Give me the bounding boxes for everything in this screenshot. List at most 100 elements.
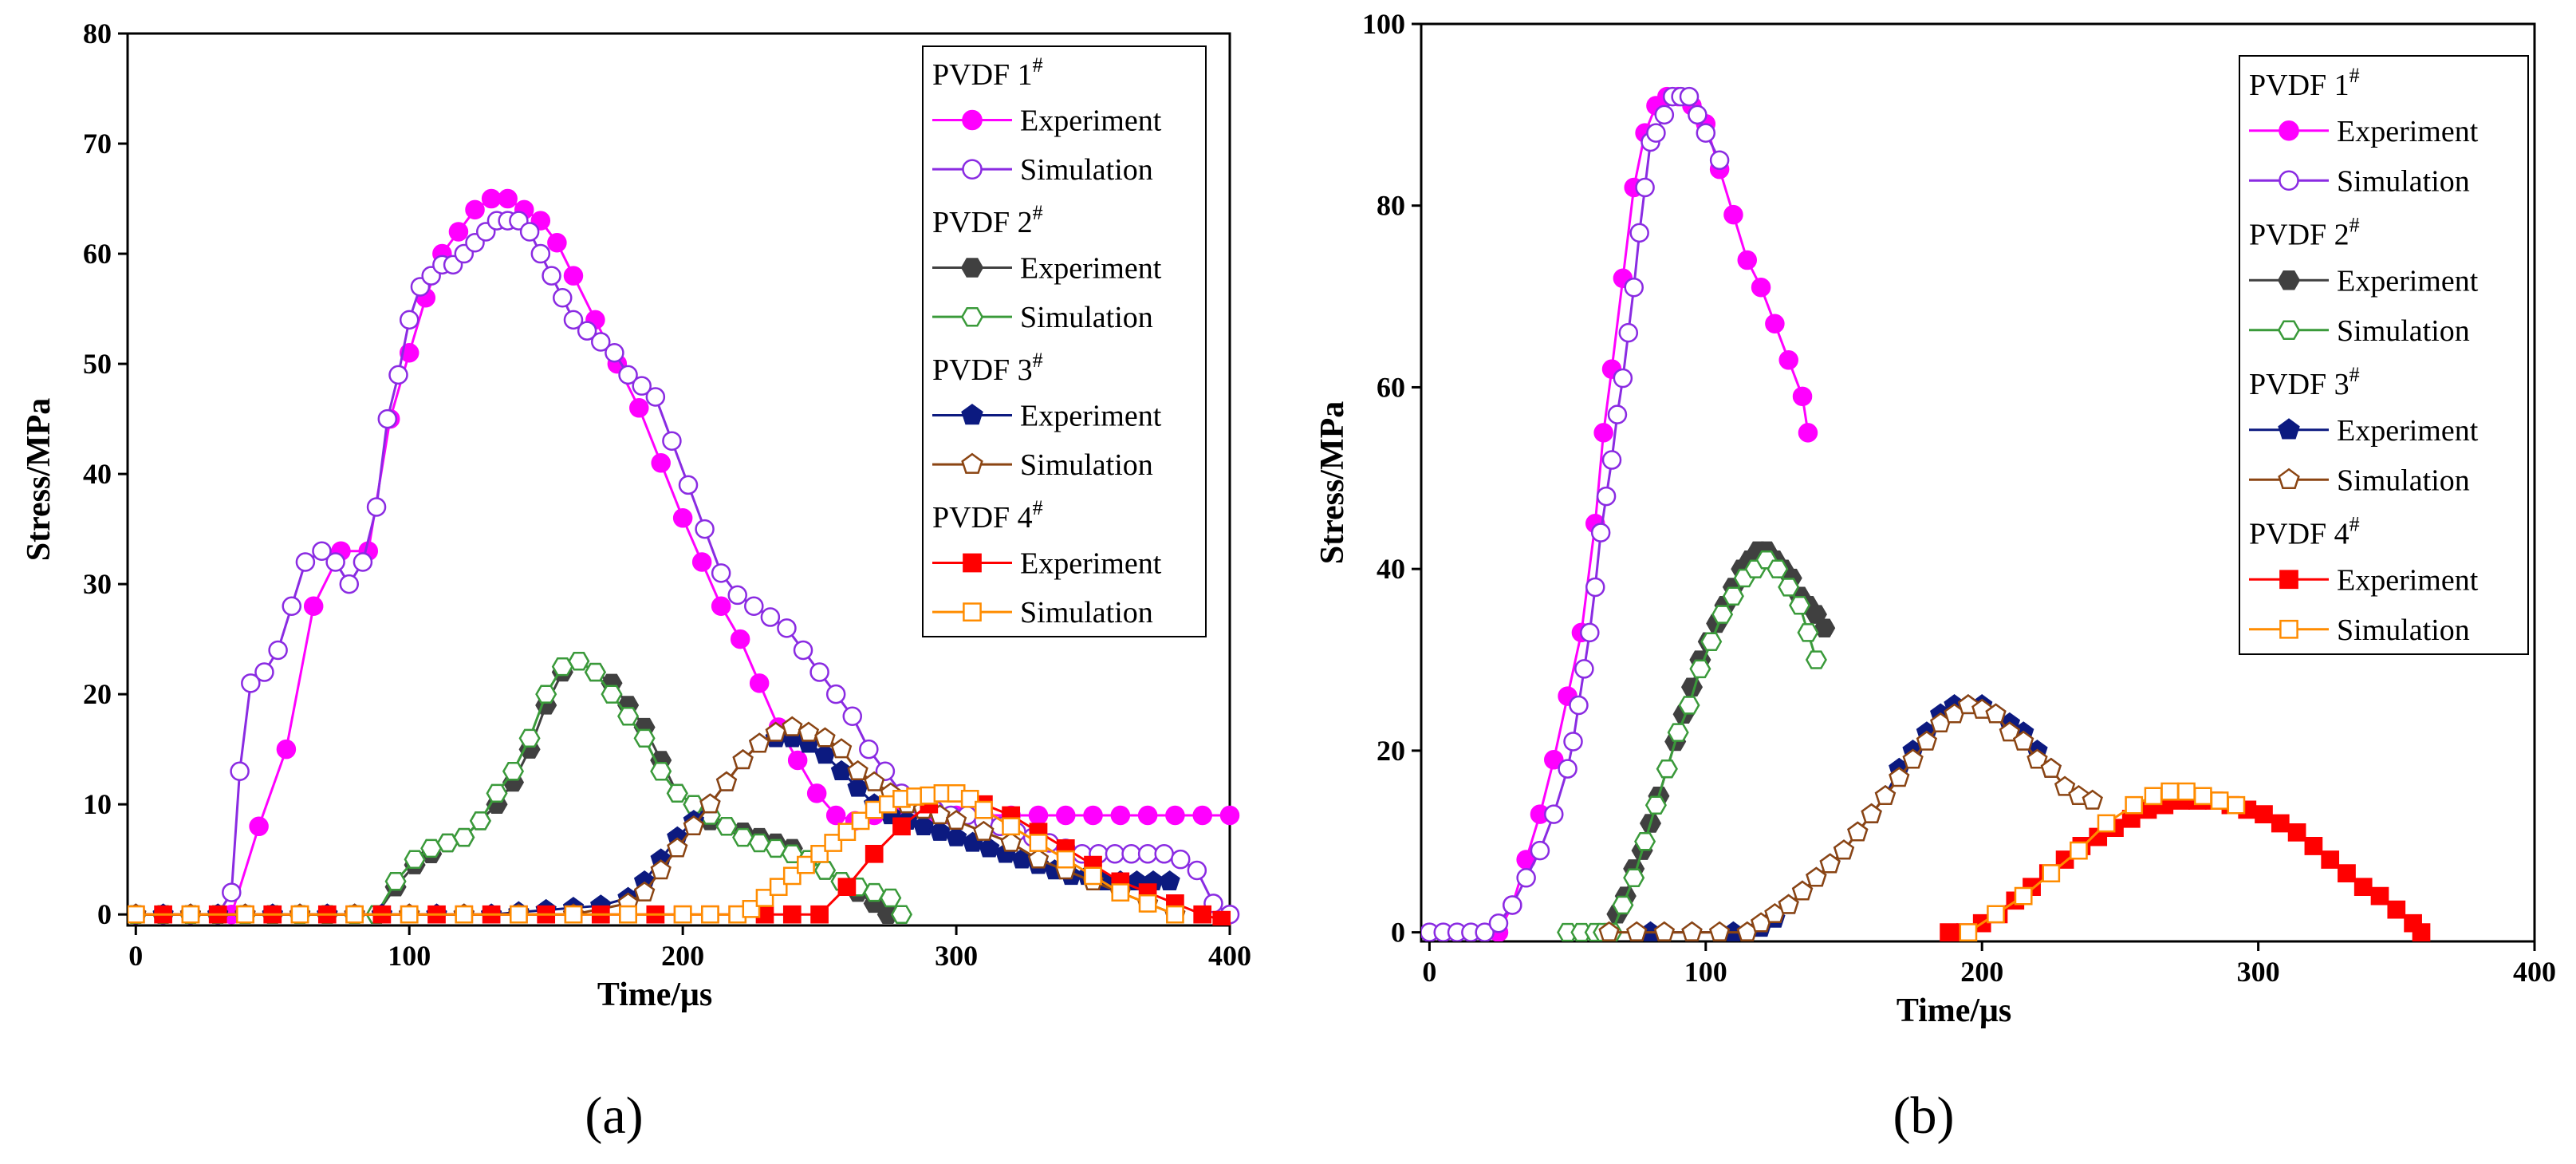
data-point — [1708, 921, 1731, 941]
x-tick-label: 100 — [1684, 956, 1727, 988]
data-point — [619, 905, 637, 924]
data-point — [1987, 905, 2005, 924]
data-point — [519, 222, 540, 242]
data-point — [1570, 922, 1593, 941]
data-point — [973, 820, 995, 841]
data-point — [584, 662, 606, 682]
legend-group-title: PVDF 2# — [2249, 213, 2360, 251]
data-point — [1644, 795, 1667, 815]
x-tick-label: 400 — [2513, 956, 2556, 988]
data-point — [1626, 921, 1648, 941]
data-point — [1596, 486, 1617, 507]
chart-a: 0 100 200 300 400 0 10 20 30 40 50 60 70 80 Time/μs Str… — [21, 18, 1251, 1145]
data-point — [1488, 913, 1509, 933]
data-point — [1516, 868, 1536, 888]
data-point — [1722, 586, 1744, 606]
data-point — [813, 861, 837, 880]
data-point — [2054, 775, 2076, 796]
data-point — [2070, 841, 2088, 860]
data-point — [1029, 834, 1048, 852]
data-point — [787, 750, 808, 771]
data-point — [672, 508, 693, 528]
data-point — [551, 657, 573, 677]
legend-marker — [2279, 570, 2298, 590]
data-point — [404, 850, 426, 869]
x-tick-label: 400 — [1208, 940, 1251, 972]
x-tick-label: 300 — [935, 940, 978, 972]
panel-caption: (a) — [585, 1087, 643, 1145]
data-point — [2160, 782, 2180, 801]
x-axis-label: Time/μs — [597, 977, 712, 1013]
legend-superscript: # — [2350, 512, 2360, 535]
data-point — [1601, 450, 1622, 470]
series-pvdf-4-simulation — [128, 784, 1184, 924]
legend-group-title: PVDF 2# — [932, 201, 1043, 239]
data-point — [2304, 837, 2323, 855]
data-point — [1902, 748, 1924, 769]
data-point — [975, 800, 993, 819]
legend-marker — [2277, 320, 2301, 341]
data-point — [1000, 831, 1022, 852]
data-point — [268, 640, 288, 661]
data-point — [683, 815, 705, 835]
y-tick-label: 80 — [83, 18, 112, 49]
data-point — [1656, 759, 1678, 779]
data-point — [1833, 839, 1855, 860]
legend-marker — [2279, 120, 2299, 141]
legend-group-title: PVDF 3# — [932, 349, 1043, 387]
data-point — [510, 905, 528, 924]
legend-entry-label: Simulation — [2337, 464, 2470, 497]
data-point — [645, 387, 666, 407]
data-point — [979, 837, 1000, 858]
y-tick-label: 0 — [1391, 917, 1405, 949]
legend-marker — [963, 602, 982, 622]
legend-group-title-text: PVDF 1 — [932, 58, 1033, 92]
y-axis-label: Stress/MPa — [21, 398, 57, 562]
legend-marker — [2279, 170, 2299, 191]
data-point — [1544, 750, 1564, 770]
data-point — [667, 837, 688, 858]
data-point — [436, 833, 459, 853]
data-point — [1861, 803, 1882, 823]
data-point — [481, 188, 502, 209]
data-point — [1544, 804, 1564, 824]
data-point — [1557, 922, 1579, 941]
series-line — [1429, 95, 1721, 934]
data-point — [530, 243, 551, 264]
data-point — [1002, 817, 1021, 836]
data-point — [711, 563, 731, 583]
series-pvdf-2-simulation — [1557, 550, 1827, 941]
data-point — [765, 838, 787, 858]
x-tick-label: 100 — [388, 940, 431, 972]
data-point — [814, 727, 836, 748]
legend-group-title-text: PVDF 4 — [932, 501, 1033, 535]
data-point — [650, 859, 672, 880]
data-point — [1678, 696, 1700, 715]
data-point — [809, 662, 829, 682]
data-point — [1475, 922, 1495, 941]
data-point — [2287, 823, 2306, 842]
y-tick-label: 40 — [83, 458, 112, 490]
data-point — [1679, 86, 1700, 107]
data-point — [222, 882, 242, 902]
legend-entry-label: Experiment — [2337, 414, 2479, 448]
data-point — [1166, 905, 1184, 924]
series-pvdf-1-simulation — [1421, 86, 1730, 941]
data-point — [420, 838, 443, 858]
data-point — [793, 640, 813, 661]
data-point — [727, 585, 747, 606]
y-tick-label: 20 — [83, 678, 112, 710]
data-point — [1137, 805, 1158, 826]
data-point — [618, 365, 638, 385]
data-point — [1593, 423, 1613, 443]
data-point — [1530, 840, 1550, 861]
data-point — [777, 618, 797, 638]
data-point — [837, 878, 857, 897]
data-point — [1629, 223, 1649, 243]
data-point — [303, 596, 324, 616]
series-line — [1967, 790, 2237, 933]
data-point — [2227, 795, 2246, 815]
data-point — [1653, 921, 1676, 941]
legend-group-title: PVDF 1# — [932, 53, 1043, 92]
